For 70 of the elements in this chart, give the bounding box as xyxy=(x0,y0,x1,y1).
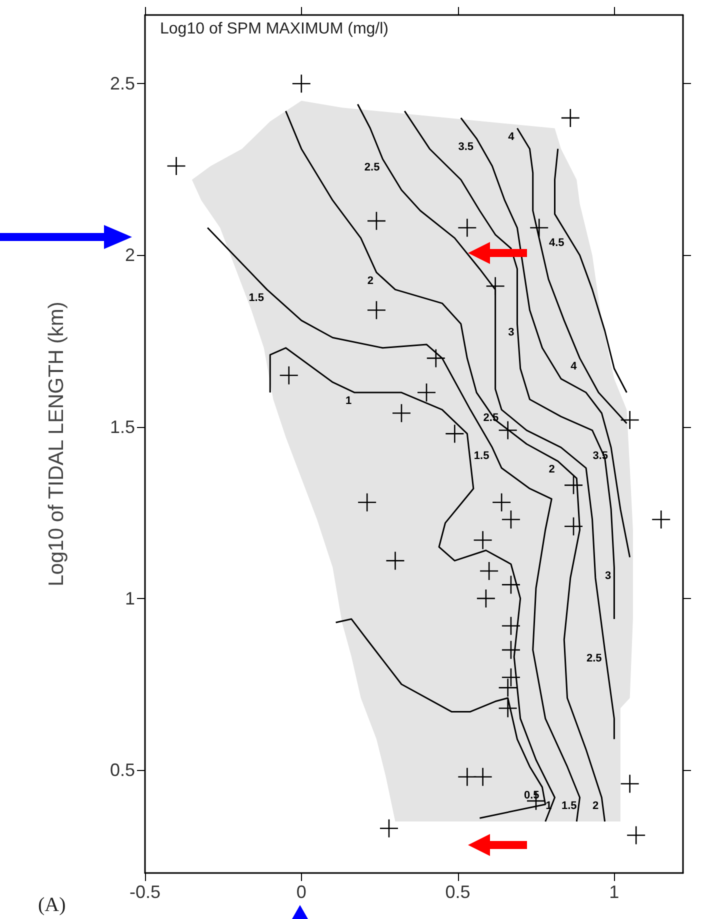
x-tick-label: -0.5 xyxy=(129,882,161,902)
line-series xyxy=(269,347,556,822)
annotation: 2 xyxy=(367,274,374,287)
point xyxy=(651,510,671,530)
point xyxy=(166,156,186,176)
annotation: 3 xyxy=(508,326,514,338)
text: (A) xyxy=(38,894,66,916)
point xyxy=(279,366,299,386)
point xyxy=(498,698,518,718)
point xyxy=(386,551,405,570)
annotation: 2 xyxy=(592,800,599,812)
point xyxy=(366,211,386,231)
line-series xyxy=(335,618,546,819)
point xyxy=(564,476,584,495)
line-series xyxy=(285,110,606,822)
point xyxy=(498,678,518,698)
point xyxy=(498,420,518,440)
annotation: 2.5 xyxy=(586,652,602,664)
annotation: 1.5 xyxy=(561,800,577,812)
line-series xyxy=(404,110,615,620)
point xyxy=(476,588,496,608)
point xyxy=(501,640,521,660)
point xyxy=(426,348,446,368)
point xyxy=(620,774,640,794)
point xyxy=(416,382,436,402)
point xyxy=(473,530,492,550)
chart-title: Log10 of SPM MAXIMUM (mg/l) xyxy=(160,20,388,38)
point xyxy=(392,403,412,423)
x-tick-label: 0 xyxy=(296,882,306,902)
line-series xyxy=(460,117,631,558)
point xyxy=(501,510,521,530)
point xyxy=(458,767,477,787)
point xyxy=(529,218,549,238)
point xyxy=(501,616,521,636)
point xyxy=(479,561,499,581)
x-tick-label: 0.5 xyxy=(445,882,470,902)
annotation: 3.5 xyxy=(458,141,474,154)
y-tick-label: 0.5 xyxy=(110,760,135,780)
annotation: 4.5 xyxy=(548,237,564,250)
y-tick-label: 2 xyxy=(124,245,135,266)
annotation: 3 xyxy=(605,570,612,582)
annotation: 1.5 xyxy=(474,450,490,462)
annotation: 4 xyxy=(570,360,578,373)
point xyxy=(379,818,399,838)
annotation: 2.5 xyxy=(364,162,380,174)
line-series xyxy=(206,227,581,822)
point xyxy=(366,300,386,320)
y-tick-label: 1.5 xyxy=(110,416,135,437)
annotation: 2 xyxy=(548,464,555,476)
point xyxy=(492,492,512,512)
point xyxy=(501,575,521,594)
point xyxy=(486,276,505,296)
point xyxy=(626,826,646,845)
y-tick-label: 1 xyxy=(124,588,135,608)
annotation: 4 xyxy=(508,130,516,143)
y-axis-title: Log10 of TIDAL LENGTH (km) xyxy=(45,302,68,586)
point xyxy=(357,492,377,512)
point xyxy=(458,218,477,238)
y-tick-label: 2.5 xyxy=(110,74,135,94)
point xyxy=(560,108,580,128)
annotation: 1.5 xyxy=(248,292,264,304)
annotation: 1 xyxy=(345,395,352,408)
point xyxy=(564,516,584,536)
point xyxy=(501,668,521,688)
point xyxy=(445,424,464,444)
point xyxy=(473,767,492,787)
line-series xyxy=(356,103,615,740)
x-tick-label: 1 xyxy=(609,882,620,902)
point xyxy=(292,74,312,94)
point xyxy=(620,410,640,430)
